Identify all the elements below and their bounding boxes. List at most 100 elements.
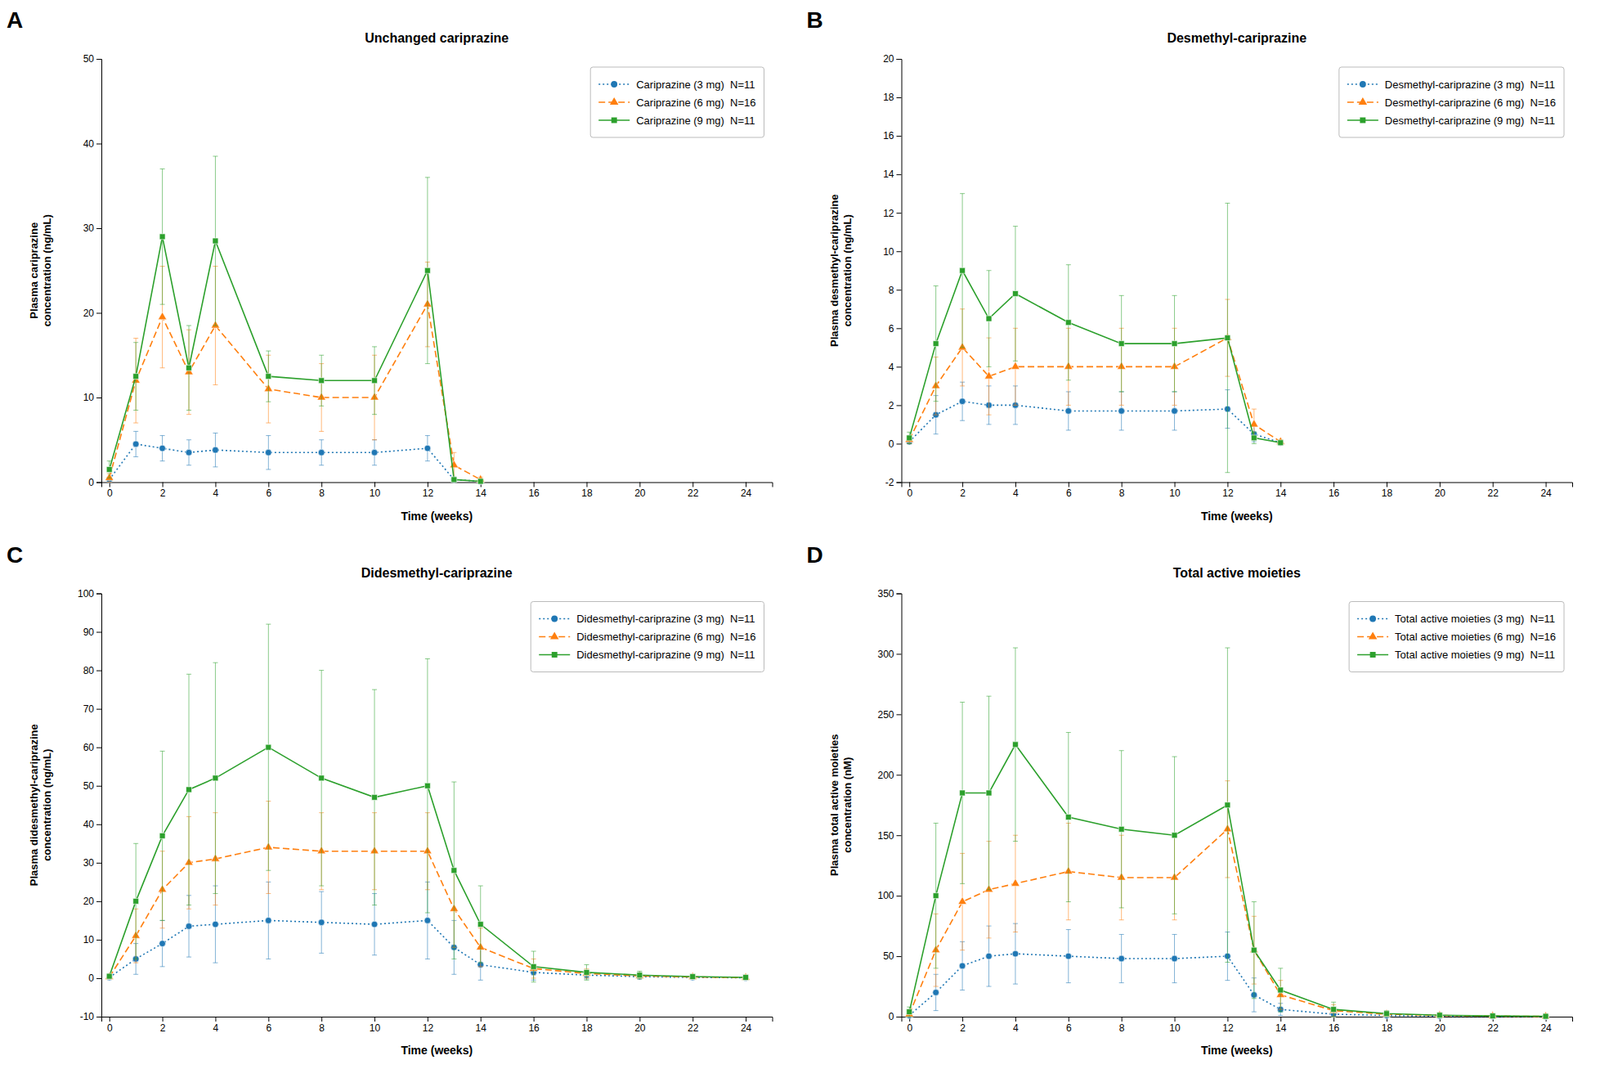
x-tick-mark xyxy=(162,1016,164,1022)
y-tick-mark xyxy=(896,593,902,595)
marker xyxy=(1012,741,1018,748)
x-tick-mark xyxy=(533,482,535,488)
error-bar xyxy=(371,689,377,905)
y-tick: 20 xyxy=(83,895,102,907)
marker xyxy=(985,952,993,960)
y-tick-label: 10 xyxy=(83,391,95,404)
series-line xyxy=(109,443,481,482)
x-tick: 18 xyxy=(581,1016,593,1034)
x-tick-mark xyxy=(1174,1016,1176,1022)
series-line xyxy=(909,337,1281,442)
x-tick: 0 xyxy=(107,482,113,500)
x-tick-label: 18 xyxy=(1381,487,1394,499)
legend-swatch-marker xyxy=(1358,97,1368,105)
x-tick-label: 0 xyxy=(906,1021,913,1034)
x-axis: 024681012141618202224 xyxy=(901,482,1574,500)
marker xyxy=(1382,1008,1392,1017)
x-tick: 6 xyxy=(1066,482,1072,500)
x-tick-label: 8 xyxy=(1119,487,1125,499)
error-bar xyxy=(959,381,965,421)
marker xyxy=(1118,340,1125,347)
marker xyxy=(1436,1012,1443,1018)
legend: Cariprazine (3 mg) N=11Cariprazine (6 mg… xyxy=(590,67,764,138)
error-bar xyxy=(318,439,324,466)
legend-swatch-marker xyxy=(610,80,618,88)
x-tick-label: 6 xyxy=(265,1021,272,1034)
x-tick: 16 xyxy=(1328,482,1341,500)
panel-label: B xyxy=(806,7,824,33)
marker xyxy=(688,971,698,979)
marker xyxy=(582,968,592,976)
x-tick-mark xyxy=(1015,1016,1017,1022)
y-tick-label: 4 xyxy=(888,361,895,373)
x-tick-label: 8 xyxy=(1119,1021,1125,1034)
x-tick-label: 20 xyxy=(1434,487,1447,499)
series-line xyxy=(909,953,1546,1017)
x-tick: 8 xyxy=(1119,482,1125,500)
x-tick: 0 xyxy=(906,1016,913,1034)
y-axis-title-line: Plasma desmethyl-cariprazine xyxy=(828,194,841,347)
error-bar xyxy=(212,662,218,893)
x-tick-mark xyxy=(268,1016,269,1022)
y-tick: 12 xyxy=(882,207,901,220)
legend-swatch-marker xyxy=(1359,117,1366,124)
x-tick: 20 xyxy=(634,1016,646,1034)
y-tick: 150 xyxy=(877,829,901,842)
marker xyxy=(451,867,458,874)
y-tick-label: 250 xyxy=(877,708,894,721)
x-axis: 024681012141618202224 xyxy=(102,1016,774,1034)
y-tick: 10 xyxy=(83,391,102,404)
marker xyxy=(133,897,139,904)
legend-text: Desmethyl-cariprazine (9 mg) N=11 xyxy=(1384,114,1556,127)
x-tick-mark xyxy=(692,482,694,488)
error-bar xyxy=(186,673,192,905)
x-tick-label: 10 xyxy=(369,487,381,499)
error-bar xyxy=(1224,202,1230,472)
x-tick-label: 2 xyxy=(959,1021,966,1034)
x-tick-label: 14 xyxy=(475,487,488,499)
y-tick-mark xyxy=(96,670,102,672)
marker xyxy=(159,832,166,839)
y-axis-title-line: concentration (ng/mL) xyxy=(40,748,54,861)
series xyxy=(906,647,1549,1019)
legend-item: Desmethyl-cariprazine (6 mg) N=16 xyxy=(1347,96,1556,109)
x-tick-mark xyxy=(321,482,323,488)
marker xyxy=(212,775,219,781)
x-tick-label: 16 xyxy=(1328,1021,1341,1034)
error-bar xyxy=(451,476,457,482)
x-tick: 18 xyxy=(581,482,593,500)
error-bar xyxy=(1384,1010,1390,1017)
marker xyxy=(932,340,939,347)
x-tick-label: 4 xyxy=(1012,487,1019,499)
plot-area xyxy=(104,623,750,982)
y-tick-mark xyxy=(896,58,902,60)
marker xyxy=(318,775,325,781)
y-axis-title-line: concentration (ng/mL) xyxy=(40,214,54,327)
x-tick-label: 20 xyxy=(634,1021,646,1034)
y-tick-label: 2 xyxy=(888,399,895,412)
y-tick: 30 xyxy=(83,222,102,234)
y-tick-mark xyxy=(896,443,902,444)
marker xyxy=(1542,1012,1549,1019)
marker xyxy=(371,448,378,456)
x-tick-label: 10 xyxy=(369,1021,381,1034)
x-tick: 14 xyxy=(475,1016,488,1034)
x-tick: 12 xyxy=(422,482,435,500)
y-tick-mark xyxy=(896,250,902,252)
x-tick: 0 xyxy=(906,482,913,500)
marker xyxy=(212,237,219,244)
x-tick-label: 4 xyxy=(1012,1021,1019,1034)
y-tick-mark xyxy=(896,834,902,836)
x-tick: 20 xyxy=(1434,482,1447,500)
marker xyxy=(1329,1005,1339,1013)
x-tick-mark xyxy=(1439,482,1441,488)
marker xyxy=(1489,1012,1497,1020)
x-tick-label: 18 xyxy=(1381,1021,1394,1034)
error-bar xyxy=(986,270,992,368)
y-tick-label: 16 xyxy=(882,129,895,142)
marker xyxy=(1435,1009,1445,1018)
legend: Didesmethyl-cariprazine (3 mg) N=11Dides… xyxy=(530,601,764,673)
marker xyxy=(1489,1012,1496,1019)
y-tick: 8 xyxy=(888,284,902,296)
panel-label: C xyxy=(6,542,23,568)
